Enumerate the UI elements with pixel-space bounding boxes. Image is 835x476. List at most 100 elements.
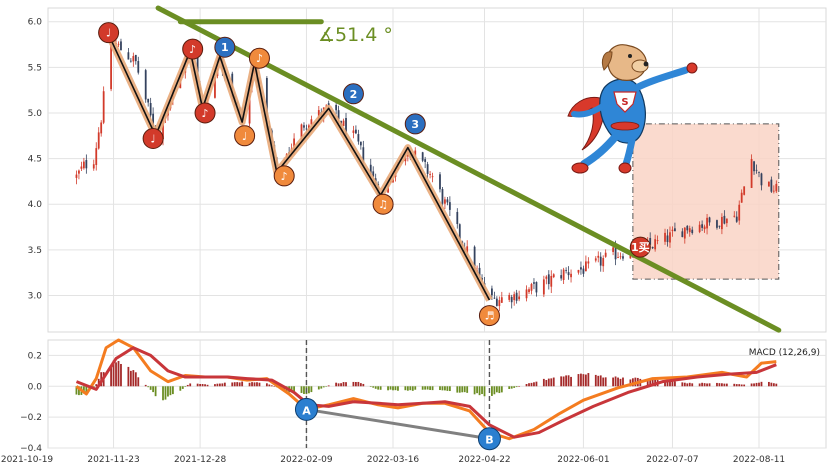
zigzag-line xyxy=(110,39,491,301)
price-marker-label: 1 xyxy=(221,41,229,54)
macd-histogram-bar xyxy=(525,383,528,387)
macd-histogram-bar xyxy=(461,386,464,393)
macd-histogram-bar xyxy=(186,384,189,387)
candle-body xyxy=(735,216,738,222)
candle-body xyxy=(444,199,446,204)
macd-histogram-bar xyxy=(570,376,572,387)
candle-body xyxy=(513,294,516,301)
macd-marker: B xyxy=(477,427,501,451)
mascot-raised-arm xyxy=(632,66,690,92)
candle-body xyxy=(718,225,721,227)
candle-body xyxy=(740,192,743,203)
candle-body xyxy=(317,110,320,120)
candle-body xyxy=(750,158,753,188)
candle-body xyxy=(448,202,451,210)
candle-body xyxy=(196,48,199,88)
price-marker-label: ♫ xyxy=(378,198,388,211)
candle-body xyxy=(456,211,459,225)
macd-histogram-bar xyxy=(221,383,224,387)
macd-histogram-bar xyxy=(631,378,634,387)
price-marker: 1买 xyxy=(629,236,651,258)
macd-histogram-bar xyxy=(444,386,446,391)
macd-histogram-bar xyxy=(738,384,741,387)
candle-body xyxy=(495,298,498,306)
candle-body xyxy=(654,239,657,250)
macd-histogram-bar xyxy=(110,366,112,387)
macd-histogram-bar xyxy=(594,374,597,387)
macd-histogram-bar xyxy=(172,386,174,395)
candle-body xyxy=(127,52,130,60)
candle-body xyxy=(342,120,345,127)
candle-body xyxy=(110,40,112,90)
macd-histogram-bar xyxy=(362,383,365,387)
price-marker-circle xyxy=(214,36,236,58)
macd-histogram-bar xyxy=(120,363,122,387)
candle-body xyxy=(622,256,624,259)
price-marker: 1 xyxy=(214,36,236,58)
macd-histogram-bar xyxy=(181,386,184,389)
candle-body xyxy=(369,164,372,175)
candle-body xyxy=(570,273,572,278)
candle-body xyxy=(565,270,568,271)
price-y-tick-label: 5.0 xyxy=(28,109,43,119)
candle-body xyxy=(359,141,362,146)
macd-histogram-bar xyxy=(179,386,182,391)
macd-histogram-bar xyxy=(256,382,258,387)
candle-body xyxy=(355,129,357,134)
candle-body xyxy=(162,116,164,140)
macd-histogram-bar xyxy=(164,386,167,400)
macd-histogram-bar xyxy=(218,383,221,387)
mascot-boot-back xyxy=(618,162,632,174)
macd-histogram-bar xyxy=(231,382,234,387)
candle-body xyxy=(129,60,132,62)
macd-histogram-bar xyxy=(530,382,533,387)
candle-body xyxy=(149,103,152,116)
macd-histogram-bar xyxy=(619,378,622,387)
macd-divergence-line xyxy=(306,407,490,441)
candle-body xyxy=(649,238,652,245)
candle-body xyxy=(525,289,528,299)
price-markers: ♩ ♩ ♪ ♪ 1 ♩ ♪ ♪ 2 ♫ 3 ♬ 1买 xyxy=(98,22,651,327)
price-marker-circle xyxy=(234,125,256,147)
macd-histogram-bar xyxy=(476,386,478,394)
macd-histogram-bar xyxy=(703,383,706,387)
trend-angle-label: ∡51.4 ° xyxy=(318,24,393,46)
candle-body xyxy=(725,218,728,224)
candle-body xyxy=(95,148,98,165)
macd-histogram-bar xyxy=(134,372,137,387)
price-marker: ♪ xyxy=(182,38,204,60)
candle-body xyxy=(305,128,308,130)
macd-histogram-bar xyxy=(725,383,728,387)
candle-body xyxy=(767,181,770,187)
price-y-tick-label: 4.0 xyxy=(28,200,43,210)
macd-histogram-bar xyxy=(337,383,340,387)
price-marker-circle xyxy=(404,113,426,135)
macd-histogram-bar xyxy=(580,373,582,387)
macd-histogram-bar xyxy=(241,381,244,387)
candle-body xyxy=(466,246,469,254)
candle-body xyxy=(85,160,88,169)
macd-histogram-bar xyxy=(542,378,545,387)
price-marker-label: ♩ xyxy=(106,27,111,40)
x-tick-label: 2022-02-09 xyxy=(280,455,333,465)
macd-histogram-bar xyxy=(426,386,429,390)
highlight-box-layer xyxy=(632,123,780,280)
macd-histogram-bar xyxy=(196,383,199,387)
macd-histogram-bar xyxy=(582,374,585,387)
price-marker-label: 3 xyxy=(411,118,419,131)
candle-body xyxy=(120,41,122,51)
macd-histogram-bar xyxy=(565,375,568,387)
mascot-leg-front xyxy=(580,132,620,168)
candle-body xyxy=(681,231,684,238)
x-tick-label: 2021-12-28 xyxy=(174,455,227,465)
price-marker-label: ♪ xyxy=(202,107,209,120)
price-marker: ♩ xyxy=(142,128,164,150)
macd-marker: A xyxy=(294,397,318,421)
macd-marker-circle xyxy=(477,427,501,451)
macd-histogram-bar xyxy=(495,386,498,393)
macd-histogram-bar xyxy=(686,383,689,387)
macd-histogram-bar xyxy=(411,386,414,391)
candle-body xyxy=(80,166,83,169)
macd-histogram-bar xyxy=(604,377,607,387)
candle-body xyxy=(426,164,429,174)
